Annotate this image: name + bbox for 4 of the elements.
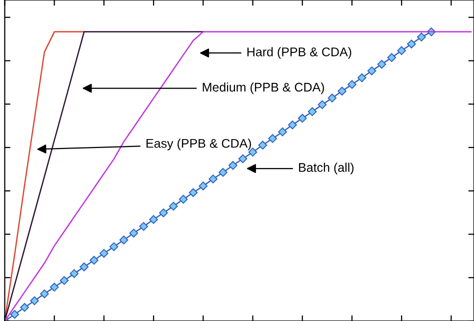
annotation: Batch (all) bbox=[299, 162, 354, 174]
annotation: Easy (PPB & CDA) bbox=[146, 138, 252, 150]
annotation: Hard (PPB & CDA) bbox=[247, 47, 352, 59]
annotation: Medium (PPB & CDA) bbox=[202, 82, 324, 94]
